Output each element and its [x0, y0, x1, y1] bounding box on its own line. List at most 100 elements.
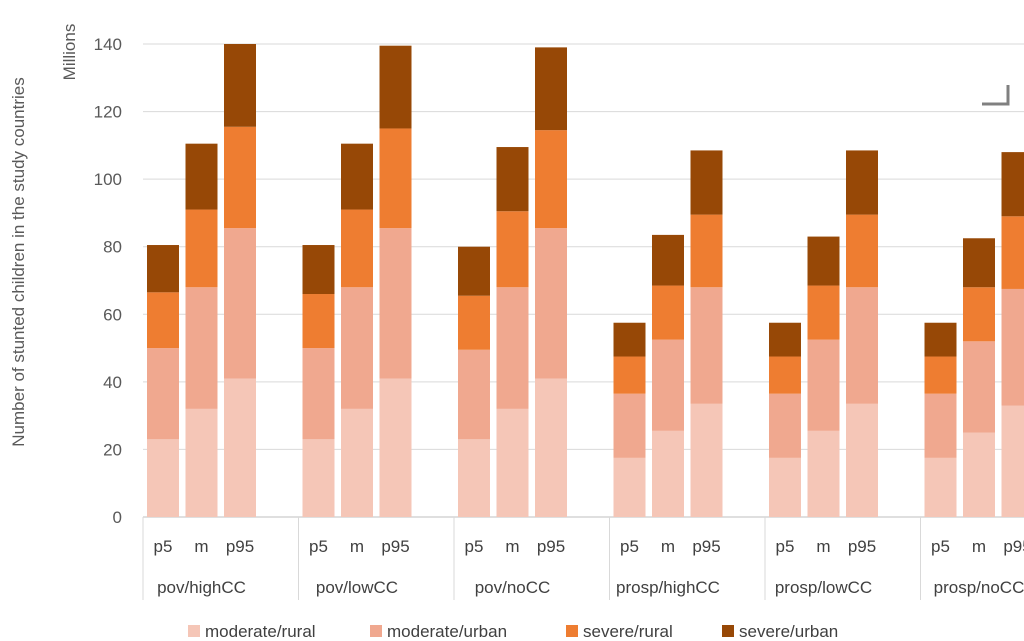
- bar-segment-moderate-rural: [613, 457, 646, 517]
- x-tick-label: p95: [381, 537, 409, 556]
- bar-segment-moderate-rural: [341, 408, 373, 517]
- bar-segment-moderate-urban: [185, 287, 218, 409]
- bar-segment-moderate-urban: [846, 287, 878, 404]
- bar-segment-severe-rural: [224, 126, 256, 229]
- bar-segment-severe-urban: [769, 322, 801, 357]
- bar-segment-moderate-rural: [807, 430, 840, 517]
- bar-segment-severe-rural: [652, 285, 684, 340]
- bar-segment-severe-rural: [690, 214, 723, 288]
- bar-segment-moderate-rural: [924, 457, 957, 517]
- x-tick-label: m: [350, 537, 364, 556]
- legend-label: severe/rural: [583, 622, 673, 641]
- y-tick-label: 0: [113, 508, 122, 527]
- x-tick-label: m: [194, 537, 208, 556]
- y-axis-ticks: 0 20 40 60 80 100 120 140: [94, 35, 122, 527]
- x-tick-label: p5: [931, 537, 950, 556]
- bar-segment-moderate-rural: [496, 408, 529, 517]
- x-group-label: pov/noCC: [475, 578, 551, 597]
- bar-segment-moderate-urban: [458, 349, 490, 440]
- legend-label: severe/urban: [739, 622, 838, 641]
- bar-segment-moderate-rural: [690, 403, 723, 517]
- x-group-label: pov/highCC: [157, 578, 246, 597]
- legend-swatch: [566, 625, 578, 637]
- x-tick-label: p95: [537, 537, 565, 556]
- bar-segment-moderate-urban: [147, 348, 179, 440]
- bar-segment-moderate-urban: [924, 393, 957, 458]
- bar-segment-severe-urban: [1001, 152, 1024, 217]
- y-tick-label: 60: [103, 305, 122, 324]
- bar-segment-severe-urban: [924, 322, 957, 357]
- bar-segment-moderate-urban: [379, 228, 412, 379]
- x-tick-label: p5: [309, 537, 328, 556]
- bar-segment-moderate-rural: [769, 457, 801, 517]
- legend-label: moderate/rural: [205, 622, 316, 641]
- bar-segment-moderate-rural: [1001, 405, 1024, 517]
- bar-segment-severe-rural: [963, 287, 995, 342]
- x-tick-label: p5: [154, 537, 173, 556]
- legend-swatch: [370, 625, 382, 637]
- bar-segment-severe-urban: [535, 47, 567, 131]
- plot-corner-mark: [982, 85, 1010, 106]
- bar-segment-moderate-urban: [769, 393, 801, 458]
- bar-segment-severe-urban: [807, 236, 840, 286]
- bar-segment-severe-rural: [535, 130, 567, 229]
- x-group-label: prosp/noCC: [934, 578, 1024, 597]
- bar-segment-severe-rural: [302, 294, 335, 349]
- x-tick-label: p95: [848, 537, 876, 556]
- bar-segment-severe-urban: [690, 150, 723, 215]
- y-axis-units: Millions: [60, 24, 79, 81]
- bar-segment-severe-urban: [652, 234, 684, 286]
- bar-segment-moderate-rural: [535, 378, 567, 517]
- x-group-label: pov/lowCC: [316, 578, 398, 597]
- bar-segment-moderate-rural: [224, 378, 256, 517]
- bar-segment-severe-rural: [769, 356, 801, 394]
- x-tick-label: p95: [692, 537, 720, 556]
- bar-segment-severe-rural: [807, 285, 840, 340]
- bar-segment-severe-rural: [147, 292, 179, 349]
- bar-segment-moderate-urban: [963, 341, 995, 433]
- bars: [147, 44, 1024, 517]
- bar-segment-severe-urban: [379, 45, 412, 129]
- bar-segment-severe-urban: [458, 246, 490, 296]
- x-group-label: prosp/lowCC: [775, 578, 872, 597]
- x-group-label: prosp/highCC: [616, 578, 720, 597]
- x-tick-label: m: [505, 537, 519, 556]
- legend: moderate/rural moderate/urban severe/rural…: [188, 622, 838, 641]
- x-tick-label: p5: [465, 537, 484, 556]
- bar-segment-moderate-rural: [379, 378, 412, 517]
- bar-segment-severe-urban: [302, 245, 335, 295]
- bar-segment-moderate-urban: [652, 339, 684, 431]
- bar-segment-moderate-urban: [341, 287, 373, 409]
- y-tick-label: 20: [103, 440, 122, 459]
- bar-segment-moderate-rural: [458, 439, 490, 517]
- bar-segment-severe-rural: [1001, 216, 1024, 289]
- bar-segment-severe-rural: [846, 214, 878, 288]
- x-tick-label: p95: [226, 537, 254, 556]
- legend-swatch: [188, 625, 200, 637]
- bar-segment-severe-rural: [613, 356, 646, 394]
- bar-segment-moderate-rural: [963, 432, 995, 517]
- bar-segment-moderate-rural: [652, 430, 684, 517]
- legend-label: moderate/urban: [387, 622, 507, 641]
- x-tick-label: p5: [620, 537, 639, 556]
- bar-segment-severe-urban: [846, 150, 878, 215]
- bar-segment-severe-urban: [185, 143, 218, 210]
- bar-segment-moderate-urban: [613, 393, 646, 458]
- gridlines: [143, 43, 1024, 518]
- legend-swatch: [722, 625, 734, 637]
- bar-segment-moderate-urban: [1001, 288, 1024, 406]
- bar-segment-moderate-urban: [302, 348, 335, 440]
- bar-segment-moderate-urban: [224, 228, 256, 379]
- bar-segment-moderate-rural: [185, 408, 218, 517]
- x-tick-label: m: [972, 537, 986, 556]
- x-tick-label: p5: [776, 537, 795, 556]
- x-tick-label: m: [816, 537, 830, 556]
- y-tick-label: 140: [94, 35, 122, 54]
- bar-segment-moderate-rural: [302, 439, 335, 517]
- y-tick-label: 40: [103, 373, 122, 392]
- bar-segment-severe-urban: [496, 147, 529, 212]
- bar-segment-severe-urban: [224, 44, 256, 127]
- y-tick-label: 120: [94, 103, 122, 122]
- y-tick-label: 100: [94, 170, 122, 189]
